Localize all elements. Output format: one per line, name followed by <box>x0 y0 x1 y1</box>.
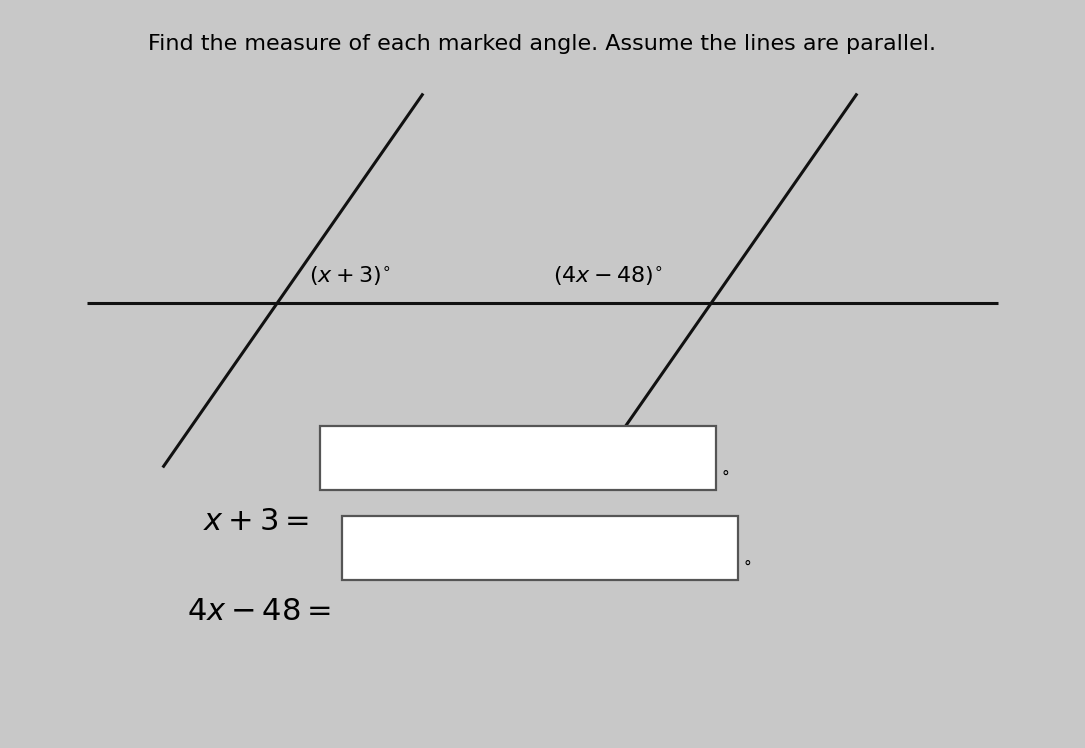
Bar <box>320 426 716 490</box>
Text: $x+3=$: $x+3=$ <box>203 507 309 536</box>
Text: Find the measure of each marked angle. Assume the lines are parallel.: Find the measure of each marked angle. A… <box>149 34 936 54</box>
Bar <box>342 516 738 580</box>
Text: $(x+3)^{\circ}$: $(x+3)^{\circ}$ <box>309 264 391 288</box>
Text: $(4x-48)^{\circ}$: $(4x-48)^{\circ}$ <box>553 264 663 288</box>
Text: $4x-48=$: $4x-48=$ <box>187 597 331 625</box>
Text: °: ° <box>743 560 751 574</box>
Text: °: ° <box>722 470 729 485</box>
